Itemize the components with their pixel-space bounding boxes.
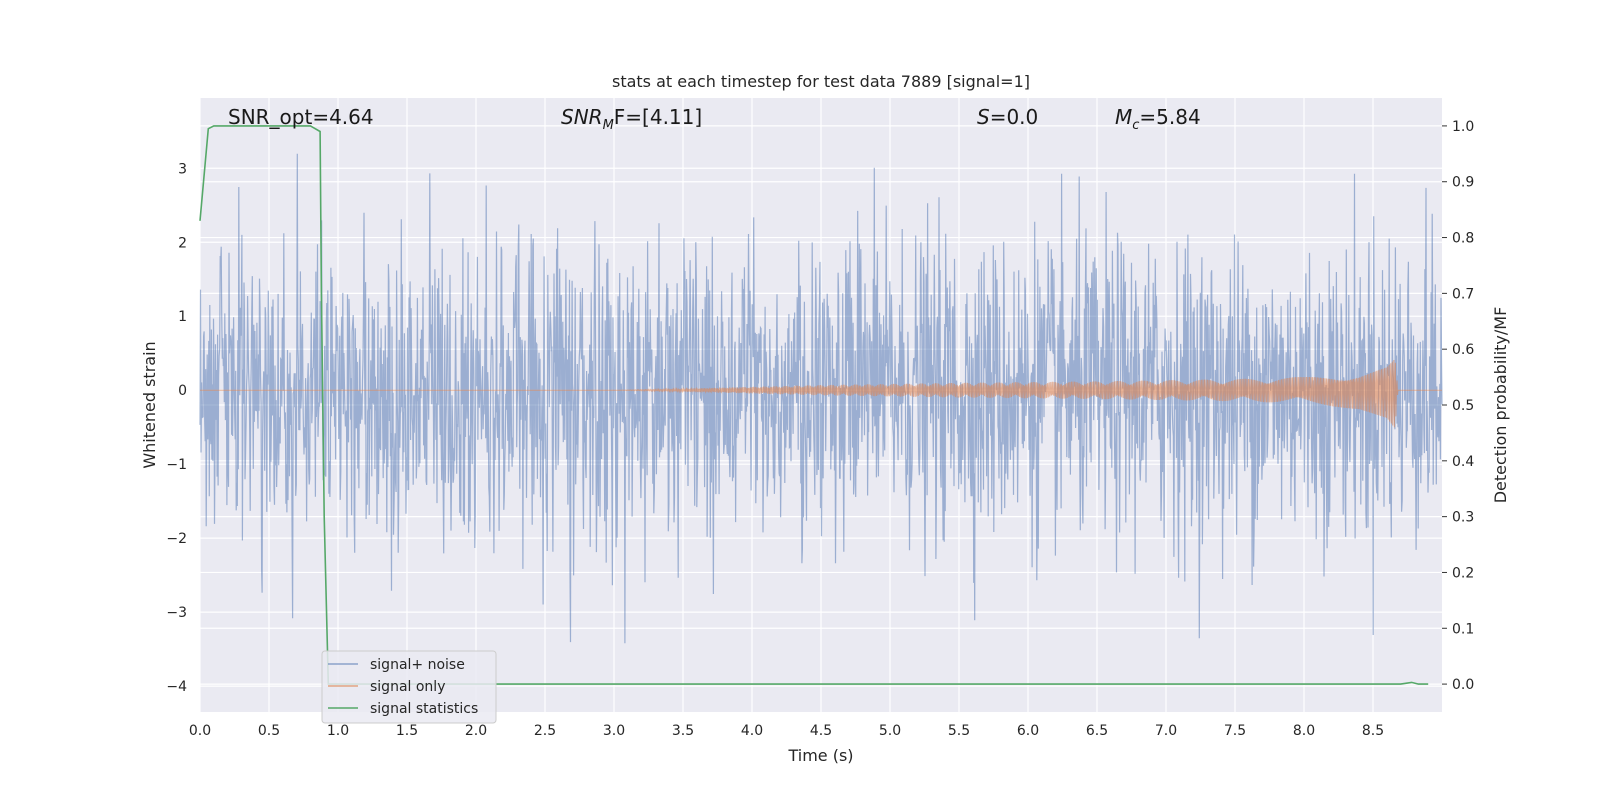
legend-label-signal-statistics: signal statistics bbox=[370, 701, 478, 717]
y-right-tick-label: 0.3 bbox=[1452, 510, 1474, 526]
x-tick-label: 5.0 bbox=[879, 723, 901, 739]
x-tick-label: 4.0 bbox=[741, 723, 763, 739]
x-tick-label: 3.5 bbox=[672, 723, 694, 739]
y-right-tick-label: 0.9 bbox=[1452, 175, 1474, 191]
annotation-mc-sub: c bbox=[1132, 118, 1139, 133]
y-right-tick-label: 0.5 bbox=[1452, 398, 1474, 414]
annotation-snr-mf: SNRMF=[4.11] bbox=[561, 105, 702, 133]
y-axis-label: Whitened strain bbox=[140, 341, 159, 468]
annotation-snr-mf-sub: M bbox=[603, 118, 614, 133]
y-tick-label: −1 bbox=[166, 457, 187, 473]
series-signal-statistics bbox=[199, 125, 1429, 685]
series-signal-noise bbox=[199, 153, 1443, 644]
chart-title: stats at each timestep for test data 788… bbox=[612, 72, 1030, 91]
x-tick-label: 4.5 bbox=[810, 723, 832, 739]
y-tick-label: −3 bbox=[166, 605, 187, 621]
y-tick-label: −4 bbox=[166, 679, 187, 695]
y-tick-label: 2 bbox=[178, 235, 187, 251]
legend: signal+ noise signal only signal statist… bbox=[321, 650, 497, 724]
legend-label-signal-noise: signal+ noise bbox=[370, 657, 465, 673]
x-tick-label: 7.5 bbox=[1224, 723, 1246, 739]
y-tick-label: 3 bbox=[178, 161, 187, 177]
legend-label-signal-only: signal only bbox=[370, 679, 445, 695]
series-layer bbox=[199, 125, 1443, 685]
x-tick-label: 1.5 bbox=[396, 723, 418, 739]
y-tick-label: 0 bbox=[178, 383, 187, 399]
annotation-snr-mf-rest: F=[4.11] bbox=[614, 105, 702, 129]
y-tick-label: −2 bbox=[166, 531, 187, 547]
x-tick-label: 8.5 bbox=[1362, 723, 1384, 739]
x-tick-label: 2.0 bbox=[465, 723, 487, 739]
x-tick-label: 8.0 bbox=[1293, 723, 1315, 739]
y-right-tick-label: 0.8 bbox=[1452, 231, 1474, 247]
series-signal-only bbox=[200, 359, 1442, 428]
annotations: SNR_opt=4.64 SNRMF=[4.11] S=0.0 Mc=5.84 bbox=[228, 105, 1201, 133]
x-tick-label: 0.0 bbox=[189, 723, 211, 739]
x-tick-label: 5.5 bbox=[948, 723, 970, 739]
y-right-tick-label: 0.4 bbox=[1452, 454, 1474, 470]
y-right-tick-label: 0.2 bbox=[1452, 565, 1474, 581]
annotation-s-rest: =0.0 bbox=[990, 105, 1039, 129]
x-tick-label: 0.5 bbox=[258, 723, 280, 739]
x-tick-label: 6.5 bbox=[1086, 723, 1108, 739]
y-right-tick-label: 0.7 bbox=[1452, 286, 1474, 302]
y-right-tick-label: 0.6 bbox=[1452, 342, 1474, 358]
y-right-tick-label: 0.0 bbox=[1452, 677, 1474, 693]
y-right-tick-label: 1.0 bbox=[1452, 119, 1474, 135]
annotation-snr-mf-base: SNR bbox=[561, 105, 603, 129]
annotation-mc-base: M bbox=[1115, 105, 1132, 129]
annotation-s-base: S bbox=[977, 105, 990, 129]
annotation-mc-rest: =5.84 bbox=[1139, 105, 1200, 129]
x-tick-label: 7.0 bbox=[1155, 723, 1177, 739]
x-tick-label: 6.0 bbox=[1017, 723, 1039, 739]
x-tick-label: 3.0 bbox=[603, 723, 625, 739]
y-axis-label-right: Detection probability/MF bbox=[1491, 307, 1510, 504]
annotation-s: S=0.0 bbox=[977, 105, 1038, 129]
x-tick-label: 2.5 bbox=[534, 723, 556, 739]
legend-box bbox=[321, 650, 497, 724]
y-tick-label: 1 bbox=[178, 309, 187, 325]
annotation-snr-opt: SNR_opt=4.64 bbox=[228, 105, 374, 129]
ticks: 0.0 0.5 1.0 1.5 2.0 2.5 3.0 3.5 4.0 4.5 5.0 5.5 6.0 6… bbox=[166, 119, 1474, 739]
y-right-tick-label: 0.1 bbox=[1452, 621, 1474, 637]
x-tick-label: 1.0 bbox=[327, 723, 349, 739]
annotation-mc: Mc=5.84 bbox=[1115, 105, 1201, 133]
x-axis-label: Time (s) bbox=[787, 746, 853, 765]
